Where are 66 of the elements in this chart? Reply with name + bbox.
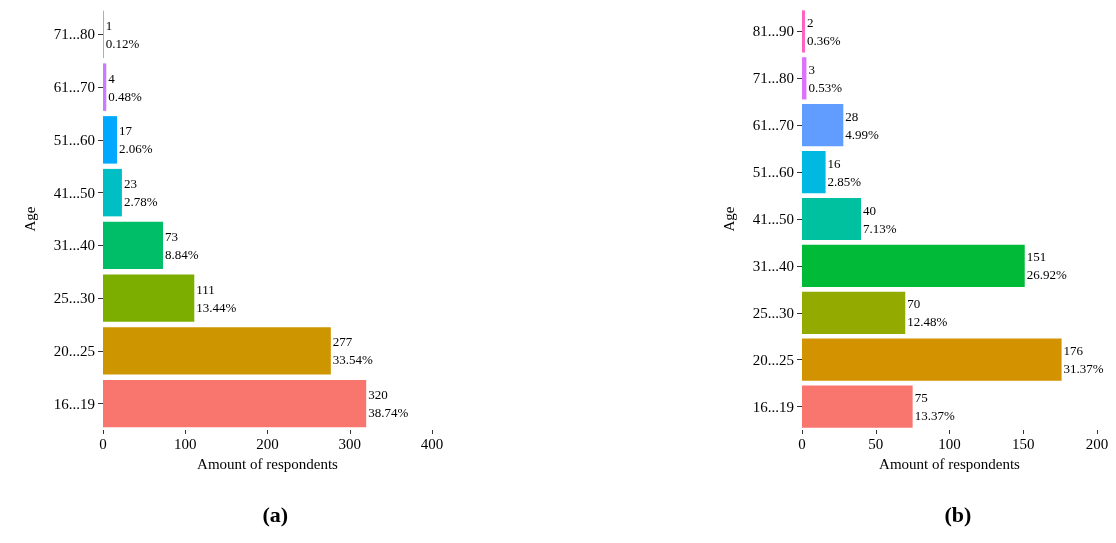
x-axis-title: Amount of respondents [879, 455, 1021, 472]
x-tick-label: 0 [798, 435, 806, 452]
x-tick-label: 100 [174, 435, 197, 452]
y-tick-label: 16...19 [53, 395, 95, 412]
y-axis-title: Age [720, 206, 737, 232]
data-label: 320 38.74% [368, 387, 409, 421]
bar [103, 379, 367, 428]
y-tick-label: 51...60 [53, 131, 95, 148]
y-tick-label: 71...80 [752, 70, 794, 87]
y-tick-label: 31...40 [752, 257, 794, 274]
x-tick-label: 400 [420, 435, 444, 452]
data-label: 151 26.92% [1026, 249, 1067, 283]
y-tick-label: 41...50 [752, 211, 794, 227]
y-tick-label: 20...25 [752, 351, 794, 368]
y-tick-label: 41...50 [53, 184, 95, 201]
y-axis-title: Age [21, 206, 38, 232]
y-tick-label: 51...60 [752, 164, 794, 181]
y-tick-label: 25...30 [53, 290, 95, 307]
bar [802, 385, 913, 428]
x-axis-title: Amount of respondents [197, 455, 339, 472]
data-label: 40 7.13% [863, 202, 897, 236]
data-label: 73 8.84% [165, 228, 199, 262]
y-tick-label: 61...70 [53, 79, 95, 96]
data-label: 277 33.54% [332, 334, 374, 368]
data-label: 23 2.78% [123, 176, 158, 210]
bar [802, 244, 1025, 287]
bar [802, 57, 807, 100]
text: (a) [262, 501, 289, 527]
data-label: 17 2.06% [118, 123, 153, 157]
bar [802, 197, 861, 241]
x-tick-label: 300 [338, 435, 361, 452]
x-tick-label: 150 [1012, 435, 1035, 452]
data-label: 70 12.48% [907, 296, 948, 330]
bar [103, 274, 195, 322]
y-tick-label: 31...40 [53, 237, 95, 254]
data-label: 16 2.85% [827, 155, 862, 189]
bar [802, 338, 1062, 381]
x-tick-label: 200 [256, 435, 279, 452]
y-tick-label: 81...90 [752, 23, 794, 40]
data-label: 28 4.99% [845, 108, 880, 142]
y-tick-label: 20...25 [53, 342, 95, 359]
data-label: 2 0.36% [806, 14, 841, 48]
data-label: 75 13.37% [914, 390, 955, 424]
bar [103, 63, 107, 111]
bar [802, 104, 844, 147]
y-tick-label: 71...80 [53, 26, 95, 43]
x-tick-label: 100 [938, 435, 961, 452]
x-tick-label: 200 [1085, 435, 1109, 452]
y-tick-label: 16...19 [752, 398, 794, 415]
x-tick-label: 0 [99, 435, 107, 452]
bar [103, 327, 331, 375]
x-tick-label: 50 [868, 435, 884, 452]
bar [802, 10, 805, 53]
data-label: 4 0.48% [108, 70, 143, 104]
bar [103, 221, 164, 270]
data-label: 1 0.12% [105, 17, 140, 51]
y-tick-label: 25...30 [752, 304, 794, 321]
bar [103, 116, 117, 164]
y-tick-label: 61...70 [752, 117, 794, 134]
data-label: 176 31.37% [1063, 343, 1104, 377]
data-label: 111 13.44% [196, 281, 237, 315]
data-label: 3 0.53% [808, 61, 843, 95]
bar [103, 168, 122, 217]
bar [802, 291, 906, 334]
bar [802, 151, 826, 194]
text: (b) [944, 501, 972, 527]
